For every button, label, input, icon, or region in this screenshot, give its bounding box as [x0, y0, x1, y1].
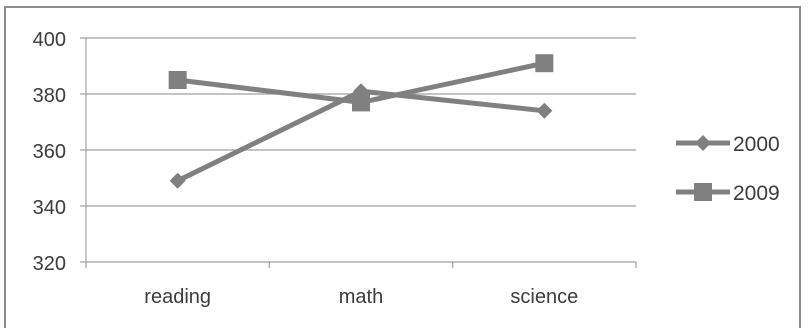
legend-marker-2009: [694, 183, 712, 201]
data-point-2009: [535, 54, 554, 73]
x-tick-label: math: [339, 286, 383, 308]
chart-frame: [4, 6, 801, 328]
y-tick-label: 400: [33, 29, 66, 51]
data-point-2000: [536, 102, 553, 119]
data-point-2000: [169, 172, 186, 189]
x-tick-label: science: [510, 286, 578, 308]
data-point-2009: [168, 71, 187, 89]
legend-label-2000: 2000: [733, 133, 780, 156]
y-tick-label: 320: [33, 253, 66, 275]
y-tick-label: 360: [33, 141, 66, 163]
y-tick-label: 340: [33, 197, 66, 219]
x-tick-label: reading: [144, 286, 211, 308]
data-point-2009: [352, 93, 370, 112]
legend-label-2009: 2009: [733, 182, 780, 205]
y-tick-label: 380: [33, 85, 66, 107]
legend-marker-2000: [695, 135, 711, 151]
